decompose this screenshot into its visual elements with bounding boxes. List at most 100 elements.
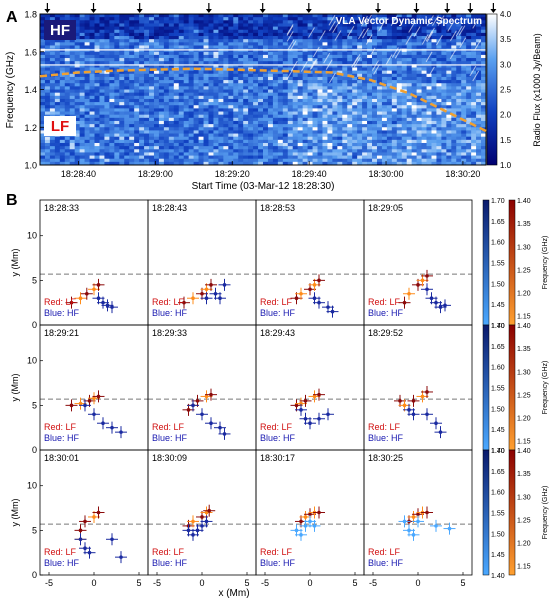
- spectrum-cell: [287, 67, 294, 71]
- spectrum-cell: [476, 89, 482, 93]
- spectrum-cell: [441, 130, 447, 134]
- spectrum-cell: [144, 155, 150, 160]
- spectrum-cell: [129, 114, 135, 119]
- spectrum-cell: [178, 146, 185, 150]
- spectrum-cell: [119, 23, 125, 27]
- spectrum-cell: [89, 29, 95, 34]
- spectrum-cell: [183, 61, 189, 65]
- spectrum-cell: [49, 89, 56, 93]
- spectrum-cell: [99, 124, 105, 128]
- spectrum-cell: [119, 67, 125, 71]
- spectrum-cell: [352, 133, 358, 137]
- spectrum-cell: [238, 36, 244, 40]
- spectrum-cell: [292, 142, 298, 147]
- spectrum-cell: [168, 136, 175, 141]
- lf-point-dot: [207, 508, 211, 513]
- spectrum-cell: [79, 108, 85, 112]
- spectrum-cell: [337, 64, 343, 68]
- spectrum-cell: [233, 67, 239, 71]
- spectrum-cell: [342, 146, 348, 150]
- spectrum-cell: [104, 67, 110, 71]
- spectrum-cell: [307, 146, 313, 150]
- spectrum-cell: [54, 98, 61, 103]
- x-tick-label: -5: [45, 578, 53, 588]
- spectrum-cell: [337, 130, 343, 134]
- spectrum-cell: [322, 86, 328, 90]
- spectrum-cell: [317, 73, 323, 78]
- spectrum-cell: [362, 61, 368, 65]
- spectrum-cell: [223, 117, 229, 122]
- spectrum-cell: [287, 39, 294, 43]
- spectrum-cell: [64, 92, 71, 97]
- spectrum-cell: [372, 20, 378, 24]
- spectrum-cell: [218, 20, 224, 24]
- spectrum-cell: [64, 67, 71, 71]
- spectrum-cell: [109, 29, 115, 34]
- spectrum-cell: [376, 54, 383, 59]
- spectrum-cell: [119, 26, 125, 31]
- spectrum-cell: [376, 142, 383, 147]
- spectrum-cell: [357, 20, 363, 24]
- spectrum-cell: [183, 120, 189, 125]
- spectrum-cell: [69, 155, 75, 160]
- spectrum-cell: [173, 108, 180, 112]
- spectrum-cell: [297, 20, 303, 24]
- spectrum-cell: [367, 51, 373, 56]
- spectrum-cell: [124, 120, 130, 125]
- spectrum-cell: [357, 83, 363, 87]
- spectrum-cell: [233, 158, 239, 163]
- spectrum-cell: [451, 86, 457, 90]
- spectrum-cell: [342, 26, 348, 31]
- spectrum-cell: [391, 70, 398, 75]
- spectrum-streak: [427, 66, 435, 78]
- spectrum-cell: [421, 108, 427, 112]
- spectrum-cell: [228, 152, 234, 156]
- spectrum-cell: [461, 23, 467, 27]
- spectrum-cell: [481, 39, 486, 43]
- spectrum-cell: [44, 108, 51, 112]
- spectrum-cell: [233, 61, 239, 65]
- spectrum-streak: [290, 60, 298, 72]
- spectrum-cell: [277, 80, 284, 84]
- spectrum-streak: [323, 52, 331, 64]
- spectrum-cell: [258, 73, 264, 78]
- spectrum-cell: [168, 39, 175, 43]
- spectrum-cell: [139, 58, 145, 62]
- spectrum-cell: [342, 86, 348, 90]
- spectrum-cell: [263, 51, 269, 56]
- spectrum-cell: [144, 76, 150, 81]
- spectrum-cell: [40, 120, 46, 125]
- spectrum-cell: [124, 139, 130, 144]
- spectrum-cell: [297, 67, 303, 71]
- spectrum-cell: [173, 149, 180, 153]
- spectrum-cell: [332, 80, 338, 84]
- spectrum-cell: [337, 39, 343, 43]
- spectrum-cell: [193, 20, 199, 24]
- spectrum-cell: [198, 139, 204, 144]
- spectrum-cell: [426, 17, 432, 21]
- spectrum-cell: [193, 146, 199, 150]
- spectrum-cell: [297, 111, 303, 115]
- spectrum-cell: [436, 161, 442, 165]
- spectrum-cell: [376, 136, 383, 141]
- time-arrow-head: [205, 9, 212, 13]
- spectrum-cell: [391, 130, 398, 134]
- spectrum-cell: [451, 26, 457, 31]
- spectrum-cell: [99, 142, 105, 147]
- spectrum-cell: [49, 155, 56, 160]
- spectrum-cell: [243, 130, 249, 134]
- spectrum-cell: [332, 139, 338, 144]
- spectrum-cell: [307, 23, 313, 27]
- spectrum-cell: [362, 58, 368, 62]
- spectrum-cell: [322, 117, 328, 122]
- spectrum-cell: [406, 152, 412, 156]
- spectrum-cell: [228, 17, 234, 21]
- spectrum-cell: [327, 120, 333, 125]
- spectrum-cell: [287, 23, 294, 27]
- spectrum-cell: [391, 161, 398, 165]
- spectrum-cell: [89, 146, 95, 150]
- spectrum-cell: [79, 117, 85, 122]
- spectrum-cell: [322, 114, 328, 119]
- spectrum-cell: [386, 152, 393, 156]
- spectrum-cell: [277, 158, 284, 163]
